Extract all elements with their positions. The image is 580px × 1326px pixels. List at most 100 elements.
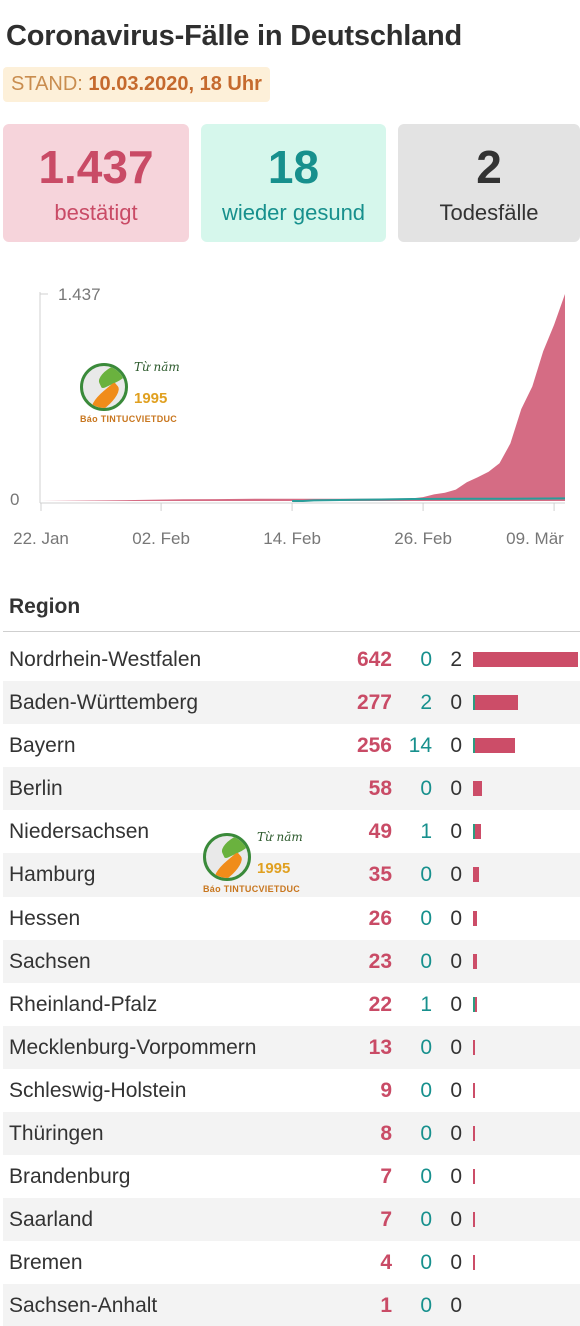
- confirmed-bar: [473, 1082, 475, 1098]
- recovered-cell: 0: [420, 1251, 432, 1275]
- deaths-cell: 0: [450, 777, 462, 801]
- watermark-logo-top: Từ năm 1995 Báo TINTUCVIETDUC: [80, 358, 190, 430]
- table-row: Baden-Württemberg 277 2 0: [3, 681, 580, 725]
- watermark-text-top: Từ năm: [257, 830, 303, 844]
- table-row: Brandenburg 7 0 0: [3, 1155, 580, 1198]
- recovered-cell: 2: [420, 691, 432, 715]
- recovered-line: [292, 497, 566, 502]
- confirmed-bar: [473, 652, 578, 667]
- region-name: Saarland: [9, 1208, 94, 1232]
- stand-value: 10.03.2020, 18 Uhr: [88, 73, 262, 95]
- table-row: Bayern 256 14 0: [3, 724, 580, 767]
- confirmed-cell: 9: [380, 1078, 392, 1102]
- deaths-count: 2: [476, 141, 502, 193]
- confirmed-bar: [473, 1126, 475, 1142]
- confirmed-cell: 642: [356, 648, 392, 671]
- x-tick-label: 02. Feb: [132, 529, 190, 548]
- region-name: Brandenburg: [9, 1165, 131, 1189]
- region-name: Hamburg: [9, 863, 96, 887]
- table-row: Thüringen 8 0 0: [3, 1112, 580, 1156]
- confirmed-cell: 26: [368, 906, 392, 930]
- watermark-text-top: Từ năm: [134, 360, 180, 374]
- recovered-cell: 0: [420, 1294, 432, 1318]
- confirmed-cell: 256: [356, 734, 392, 758]
- stand-label: STAND:: [11, 73, 83, 95]
- recovered-cell: 0: [420, 906, 432, 930]
- confirmed-bar: [473, 695, 518, 711]
- deaths-cell: 0: [450, 820, 462, 844]
- deaths-cell: 0: [450, 734, 462, 758]
- table-row: Sachsen-Anhalt 1 0 0: [3, 1284, 580, 1326]
- recovered-cell: 0: [420, 1122, 432, 1146]
- recovered-bar: [473, 738, 475, 754]
- recovered-bar: [473, 695, 475, 711]
- table-row: Hamburg 35 0 0: [3, 853, 580, 897]
- confirmed-bar: [473, 738, 515, 754]
- deaths-card: 2 Todesfälle: [398, 124, 580, 242]
- watermark-brand: Báo TINTUCVIETDUC: [203, 884, 301, 894]
- confirmed-cell: 277: [356, 691, 392, 715]
- table-row: Rheinland-Pfalz 22 1 0: [3, 983, 580, 1026]
- confirmed-cell: 49: [368, 820, 392, 844]
- recovered-cell: 14: [408, 734, 432, 758]
- y-tick-label-zero: 0: [10, 490, 19, 509]
- confirmed-cell: 58: [368, 777, 392, 801]
- deaths-cell: 0: [450, 691, 462, 715]
- confirmed-cell: 7: [380, 1165, 392, 1189]
- confirmed-cell: 35: [368, 863, 392, 887]
- region-name: Hessen: [9, 906, 81, 930]
- table-row: Hessen 26 0 0: [3, 897, 580, 940]
- region-name: Nordrhein-Westfalen: [9, 648, 202, 671]
- deaths-cell: 0: [450, 863, 462, 887]
- recovered-cell: 0: [420, 777, 432, 801]
- recovered-cell: 0: [420, 863, 432, 887]
- recovered-bar: [473, 996, 475, 1012]
- confirmed-bar: [473, 781, 482, 797]
- table-row: Berlin 58 0 0: [3, 767, 580, 811]
- confirmed-bar: [473, 824, 481, 840]
- deaths-label: Todesfälle: [439, 200, 539, 225]
- region-name: Bayern: [9, 734, 76, 758]
- confirmed-count: 1.437: [38, 141, 154, 193]
- table-divider: [3, 631, 580, 632]
- recovered-count: 18: [267, 141, 320, 193]
- confirmed-bar: [473, 1255, 475, 1271]
- deaths-cell: 0: [450, 1251, 462, 1275]
- table-row: Saarland 7 0 0: [3, 1198, 580, 1242]
- x-tick-label: 14. Feb: [263, 529, 321, 548]
- table-row: Nordrhein-Westfalen 642 0 2: [3, 638, 580, 681]
- recovered-cell: 0: [420, 1208, 432, 1232]
- x-tick-label: 09. Mär: [506, 529, 564, 548]
- watermark-year: 1995: [257, 860, 291, 877]
- region-name: Bremen: [9, 1251, 83, 1275]
- recovered-cell: 1: [420, 992, 432, 1016]
- region-header: Region: [9, 595, 81, 618]
- x-axis: 22. Jan 02. Feb 14. Feb 26. Feb 09. Mär: [13, 503, 564, 548]
- confirmed-cell: 22: [368, 992, 392, 1016]
- confirmed-cell: 7: [380, 1208, 392, 1232]
- region-name: Baden-Württemberg: [9, 691, 199, 715]
- deaths-cell: 0: [450, 1165, 462, 1189]
- confirmed-bar: [473, 996, 477, 1012]
- recovered-cell: 0: [420, 949, 432, 973]
- page-title: Coronavirus-Fälle in Deutschland: [6, 20, 463, 52]
- confirmed-bar: [473, 1039, 475, 1055]
- confirmed-cell: 13: [368, 1035, 392, 1059]
- region-name: Rheinland-Pfalz: [9, 992, 158, 1016]
- recovered-bar: [473, 824, 475, 840]
- deaths-cell: 2: [450, 648, 462, 671]
- deaths-cell: 0: [450, 1208, 462, 1232]
- plot-area: [41, 294, 566, 502]
- confirmed-cell: 1: [380, 1294, 392, 1318]
- region-table: Nordrhein-Westfalen 642 0 2 Baden-Württember…: [3, 638, 580, 1326]
- deaths-cell: 0: [450, 1035, 462, 1059]
- watermark-year: 1995: [134, 390, 168, 407]
- region-name: Berlin: [9, 777, 63, 801]
- y-tick-label-max: 1.437: [58, 285, 101, 304]
- recovered-cell: 0: [420, 1078, 432, 1102]
- table-row: Mecklenburg-Vorpommern 13 0 0: [3, 1025, 580, 1069]
- deaths-cell: 0: [450, 949, 462, 973]
- confirmed-cell: 8: [380, 1122, 392, 1146]
- confirmed-cell: 23: [368, 949, 392, 973]
- recovered-cell: 0: [420, 648, 432, 671]
